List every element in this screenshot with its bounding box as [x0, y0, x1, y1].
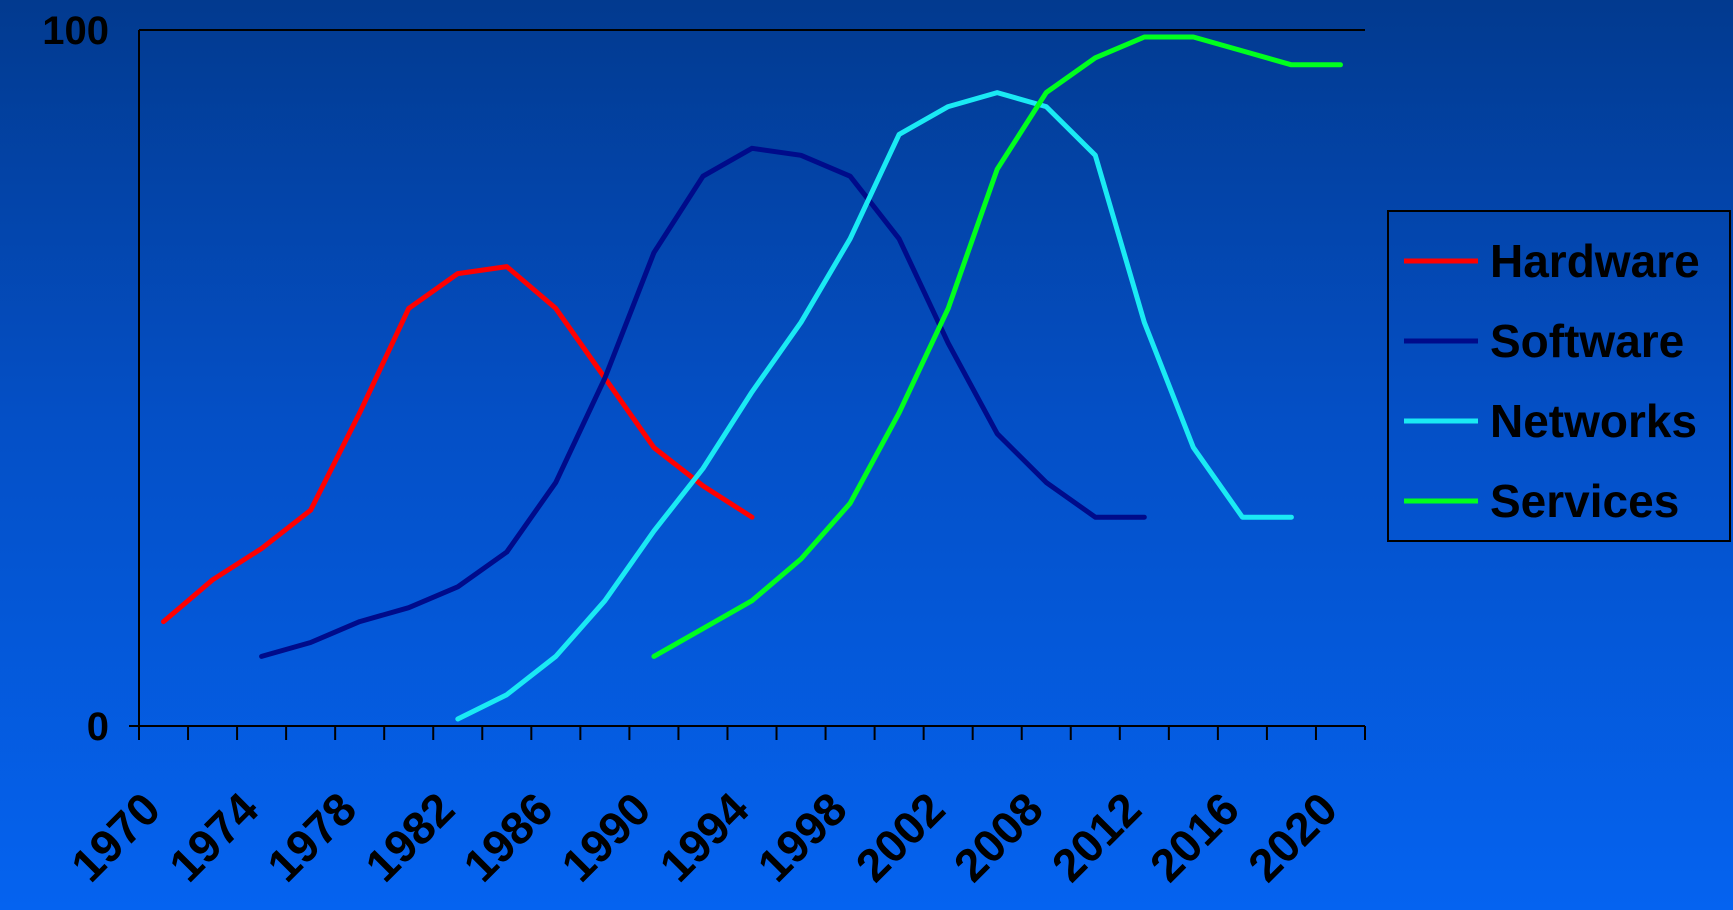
x-tick-label: 1986 [453, 782, 562, 891]
legend-box [1387, 210, 1731, 542]
series-line-software [259, 145, 1147, 659]
x-tick-label: 1974 [159, 782, 268, 891]
legend-label-services: Services [1490, 475, 1679, 527]
x-tick-label: 1978 [257, 782, 366, 891]
series-line-services [651, 34, 1343, 659]
x-tick-label: 2002 [846, 782, 955, 891]
legend-label-networks: Networks [1490, 395, 1697, 447]
x-tick-label: 2008 [944, 782, 1053, 891]
x-tick-label: 1998 [747, 782, 856, 891]
x-tick-label: 1990 [551, 782, 660, 891]
legend-label-hardware: Hardware [1490, 235, 1700, 287]
series-layer [161, 34, 1343, 722]
y-tick-label-0: 0 [87, 705, 109, 749]
axes-layer: 100 0 1970197419781982198619901994199820… [42, 9, 1366, 891]
series-line-networks [455, 90, 1294, 722]
y-tick-label-100: 100 [42, 9, 109, 53]
x-tick-label: 2016 [1140, 782, 1249, 891]
x-tick-label: 2020 [1238, 782, 1347, 891]
legend-label-software: Software [1490, 315, 1684, 367]
x-tick-label: 2012 [1042, 782, 1151, 891]
x-tick-labels: 1970197419781982198619901994199820022008… [61, 782, 1347, 891]
x-tick-label: 1970 [61, 782, 170, 891]
series-line-hardware [161, 264, 755, 625]
x-tick-label: 1994 [649, 782, 758, 891]
legend: Hardware Software Networks Services [1387, 210, 1731, 542]
x-tick-label: 1982 [355, 782, 464, 891]
x-tick-marks [129, 725, 1366, 740]
